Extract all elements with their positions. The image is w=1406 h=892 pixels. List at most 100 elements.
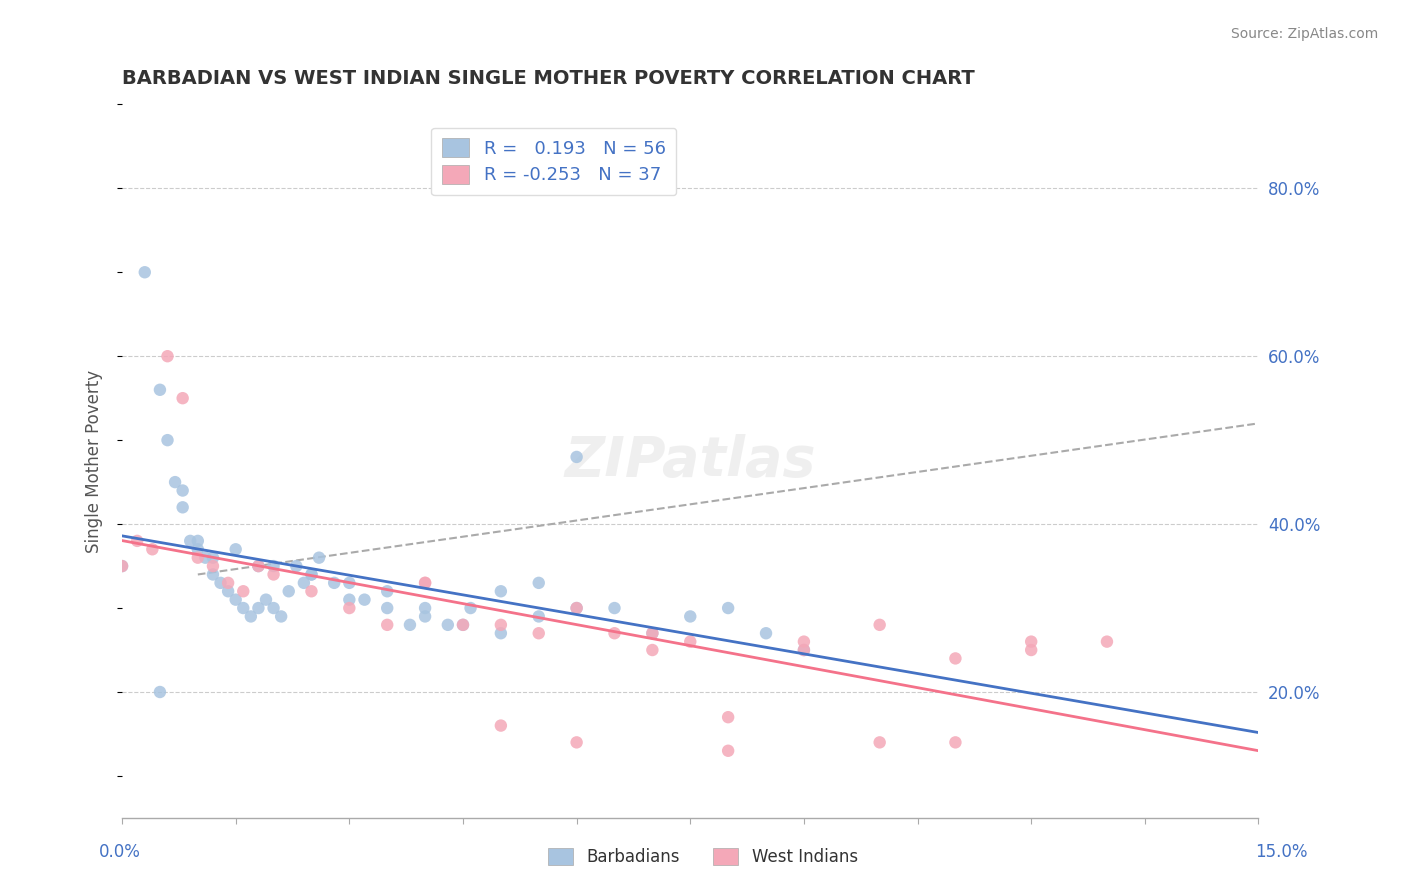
Point [217,584,239,599]
Point [270,609,292,624]
Text: Source: ZipAtlas.com: Source: ZipAtlas.com [1230,27,1378,41]
Point [565,450,588,464]
Point [679,609,702,624]
Point [141,542,163,557]
Point [413,575,436,590]
Point [247,559,270,574]
Point [869,735,891,749]
Point [179,533,201,548]
Point [156,349,179,363]
Point [679,634,702,648]
Point [375,601,398,615]
Point [460,601,482,615]
Y-axis label: Single Mother Poverty: Single Mother Poverty [86,369,103,553]
Point [308,550,330,565]
Point [187,550,209,565]
Point [489,626,512,640]
Point [641,643,664,657]
Point [187,542,209,557]
Point [717,601,740,615]
Point [254,592,277,607]
Point [399,617,422,632]
Point [793,634,815,648]
Point [489,617,512,632]
Point [375,584,398,599]
Point [232,601,254,615]
Point [201,559,224,574]
Point [527,609,550,624]
Point [1095,634,1118,648]
Point [375,617,398,632]
Point [194,550,217,565]
Point [172,500,194,515]
Point [337,575,360,590]
Point [527,575,550,590]
Point [225,542,247,557]
Point [565,601,588,615]
Point [301,567,323,582]
Point [945,651,967,665]
Point [565,601,588,615]
Text: BARBADIAN VS WEST INDIAN SINGLE MOTHER POVERTY CORRELATION CHART: BARBADIAN VS WEST INDIAN SINGLE MOTHER P… [122,69,974,87]
Point [641,626,664,640]
Point [793,643,815,657]
Text: 15.0%: 15.0% [1256,843,1308,861]
Point [232,584,254,599]
Point [451,617,474,632]
Point [165,475,187,490]
Point [413,601,436,615]
Point [337,601,360,615]
Text: ZIPatlas: ZIPatlas [565,434,815,488]
Point [945,735,967,749]
Point [413,609,436,624]
Point [437,617,460,632]
Point [489,718,512,732]
Point [285,559,308,574]
Point [127,533,149,548]
Point [1019,643,1042,657]
Point [149,685,172,699]
Point [301,567,323,582]
Point [1019,634,1042,648]
Point [353,592,375,607]
Point [413,575,436,590]
Point [111,559,134,574]
Legend: Barbadians, West Indians: Barbadians, West Indians [540,840,866,875]
Point [489,584,512,599]
Point [209,575,232,590]
Point [247,559,270,574]
Point [217,575,239,590]
Point [201,550,224,565]
Text: 0.0%: 0.0% [98,843,141,861]
Point [149,383,172,397]
Point [225,592,247,607]
Point [603,626,626,640]
Point [156,433,179,447]
Point [301,584,323,599]
Point [277,584,299,599]
Point [451,617,474,632]
Point [603,601,626,615]
Point [134,265,156,279]
Point [717,744,740,758]
Point [527,626,550,640]
Point [172,483,194,498]
Point [187,533,209,548]
Point [323,575,346,590]
Point [263,601,285,615]
Point [111,559,134,574]
Point [201,567,224,582]
Point [641,626,664,640]
Point [239,609,262,624]
Point [337,592,360,607]
Point [717,710,740,724]
Point [292,575,315,590]
Point [565,735,588,749]
Point [793,643,815,657]
Point [263,567,285,582]
Legend: R =   0.193   N = 56, R = -0.253   N = 37: R = 0.193 N = 56, R = -0.253 N = 37 [432,128,676,195]
Point [755,626,778,640]
Point [247,601,270,615]
Point [263,559,285,574]
Point [869,617,891,632]
